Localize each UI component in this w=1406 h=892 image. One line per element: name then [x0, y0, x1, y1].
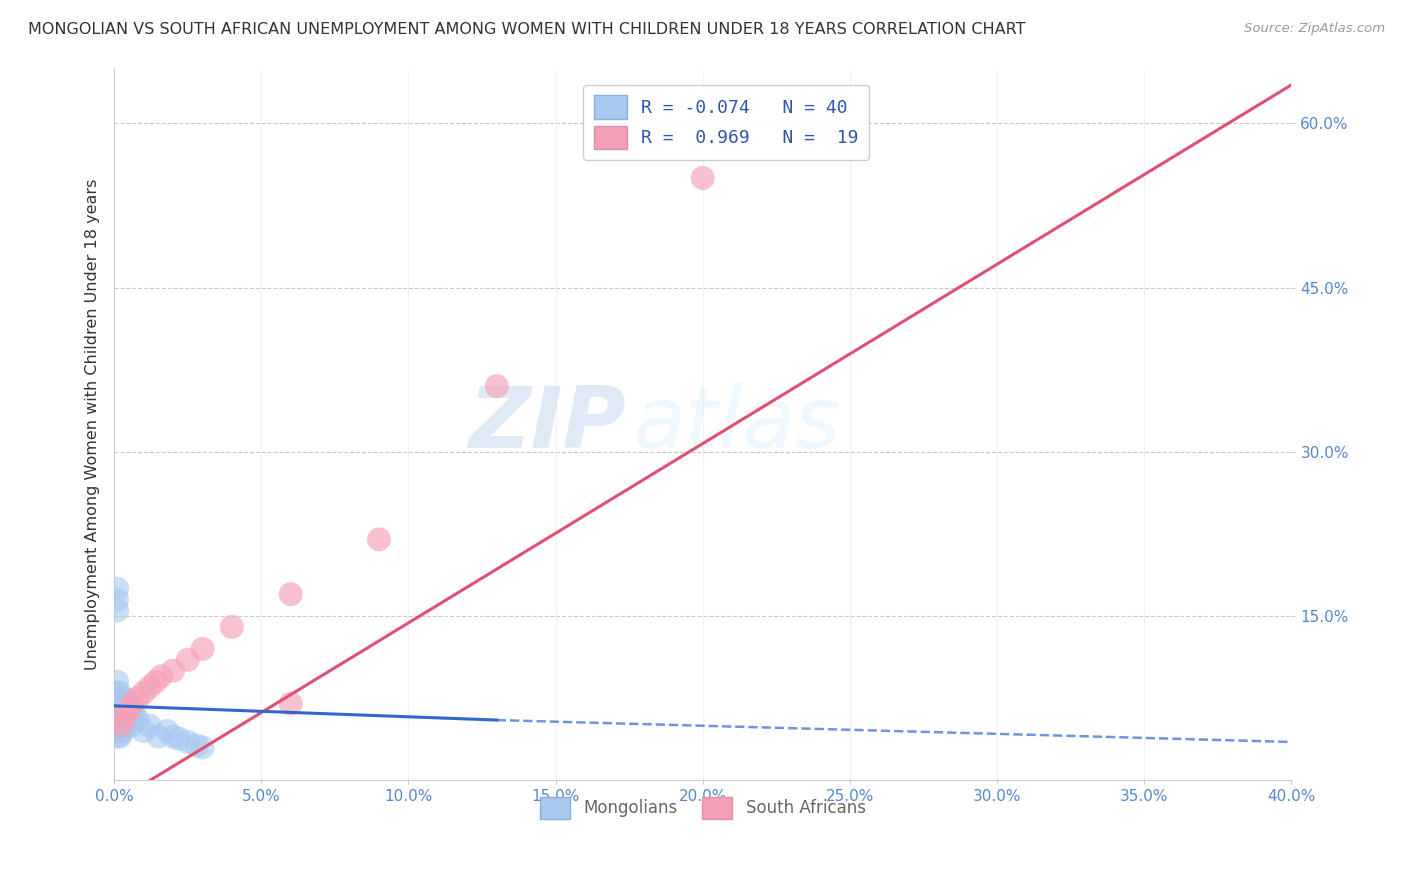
Text: ZIP: ZIP: [468, 383, 626, 466]
Point: [280, 697, 302, 711]
Point: [150, 669, 173, 683]
Point: [115, 718, 138, 732]
Point: [105, 582, 128, 596]
Point: [132, 724, 155, 739]
Point: [191, 641, 214, 656]
Point: [105, 592, 128, 607]
Point: [138, 680, 160, 694]
Text: MONGOLIAN VS SOUTH AFRICAN UNEMPLOYMENT AMONG WOMEN WITH CHILDREN UNDER 18 YEARS: MONGOLIAN VS SOUTH AFRICAN UNEMPLOYMENT …: [28, 22, 1025, 37]
Point: [105, 691, 128, 706]
Point: [105, 730, 128, 744]
Point: [111, 713, 134, 727]
Point: [177, 735, 200, 749]
Point: [111, 724, 134, 739]
Point: [118, 713, 141, 727]
Point: [368, 533, 391, 547]
Point: [105, 713, 128, 727]
Point: [108, 707, 131, 722]
Point: [111, 691, 134, 706]
Point: [115, 697, 138, 711]
Point: [485, 379, 508, 393]
Point: [162, 730, 184, 744]
Point: [105, 697, 128, 711]
Point: [138, 718, 160, 732]
Point: [167, 731, 190, 746]
Point: [105, 686, 128, 700]
Point: [108, 718, 131, 732]
Point: [124, 707, 146, 722]
Point: [105, 718, 128, 732]
Point: [118, 702, 141, 716]
Point: [115, 707, 138, 722]
Point: [111, 702, 134, 716]
Point: [132, 686, 155, 700]
Point: [145, 674, 167, 689]
Point: [111, 713, 134, 727]
Point: [108, 686, 131, 700]
Y-axis label: Unemployment Among Women with Children Under 18 years: Unemployment Among Women with Children U…: [86, 178, 100, 670]
Text: Source: ZipAtlas.com: Source: ZipAtlas.com: [1244, 22, 1385, 36]
Point: [191, 740, 214, 755]
Legend: Mongolians, South Africans: Mongolians, South Africans: [533, 790, 872, 825]
Point: [108, 697, 131, 711]
Point: [115, 707, 138, 722]
Point: [105, 603, 128, 617]
Point: [121, 718, 143, 732]
Point: [127, 691, 149, 706]
Point: [121, 702, 143, 716]
Point: [148, 730, 170, 744]
Point: [108, 718, 131, 732]
Point: [221, 620, 243, 634]
Point: [162, 664, 184, 678]
Point: [105, 702, 128, 716]
Point: [177, 653, 200, 667]
Point: [105, 707, 128, 722]
Point: [186, 738, 208, 752]
Point: [280, 587, 302, 601]
Point: [105, 724, 128, 739]
Point: [156, 724, 179, 739]
Point: [118, 702, 141, 716]
Point: [105, 674, 128, 689]
Point: [121, 697, 143, 711]
Text: atlas: atlas: [633, 383, 841, 466]
Point: [108, 730, 131, 744]
Point: [127, 713, 149, 727]
Point: [692, 171, 714, 186]
